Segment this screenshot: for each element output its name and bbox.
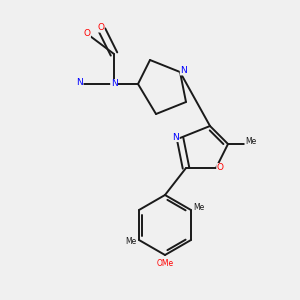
Text: Me: Me — [193, 202, 204, 211]
Text: Me: Me — [245, 137, 256, 146]
Text: O: O — [83, 28, 91, 38]
Text: OMe: OMe — [156, 259, 174, 268]
Text: N: N — [111, 80, 117, 88]
Text: Me: Me — [125, 237, 136, 246]
Text: O: O — [217, 164, 224, 172]
Text: N: N — [76, 78, 83, 87]
Text: N: N — [172, 133, 179, 142]
Text: N: N — [180, 66, 187, 75]
Text: O: O — [97, 23, 104, 32]
